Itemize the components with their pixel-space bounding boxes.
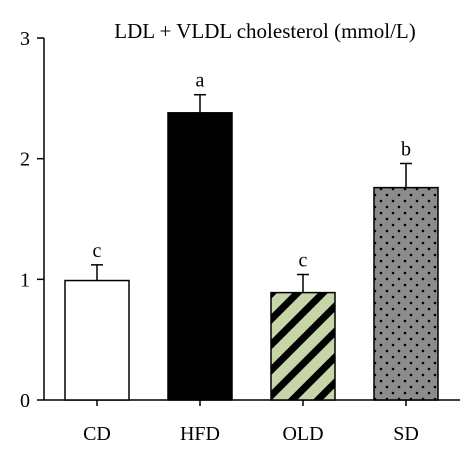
significance-label: a <box>196 70 205 92</box>
y-tick-label: 0 <box>20 390 30 412</box>
chart-title: LDL + VLDL cholesterol (mmol/L) <box>114 19 416 43</box>
y-tick-label: 1 <box>20 269 30 291</box>
bar-hfd <box>167 112 233 401</box>
x-tick-label: CD <box>83 423 111 445</box>
significance-label: c <box>93 240 102 262</box>
x-tick-label: SD <box>393 423 419 445</box>
bar-old <box>270 291 336 401</box>
y-tick-label: 3 <box>20 28 30 50</box>
x-ticks: CD HFD OLD SD <box>83 400 419 445</box>
y-ticks: 0 1 2 3 <box>20 28 44 412</box>
x-tick-label: OLD <box>282 423 323 445</box>
significance-label: b <box>401 138 411 160</box>
x-tick-label: HFD <box>180 423 220 445</box>
bar-cd <box>64 279 130 401</box>
y-tick-label: 2 <box>20 149 30 171</box>
bar-sd <box>373 186 439 401</box>
significance-label: c <box>299 250 308 272</box>
bars: c a c b <box>64 70 439 401</box>
